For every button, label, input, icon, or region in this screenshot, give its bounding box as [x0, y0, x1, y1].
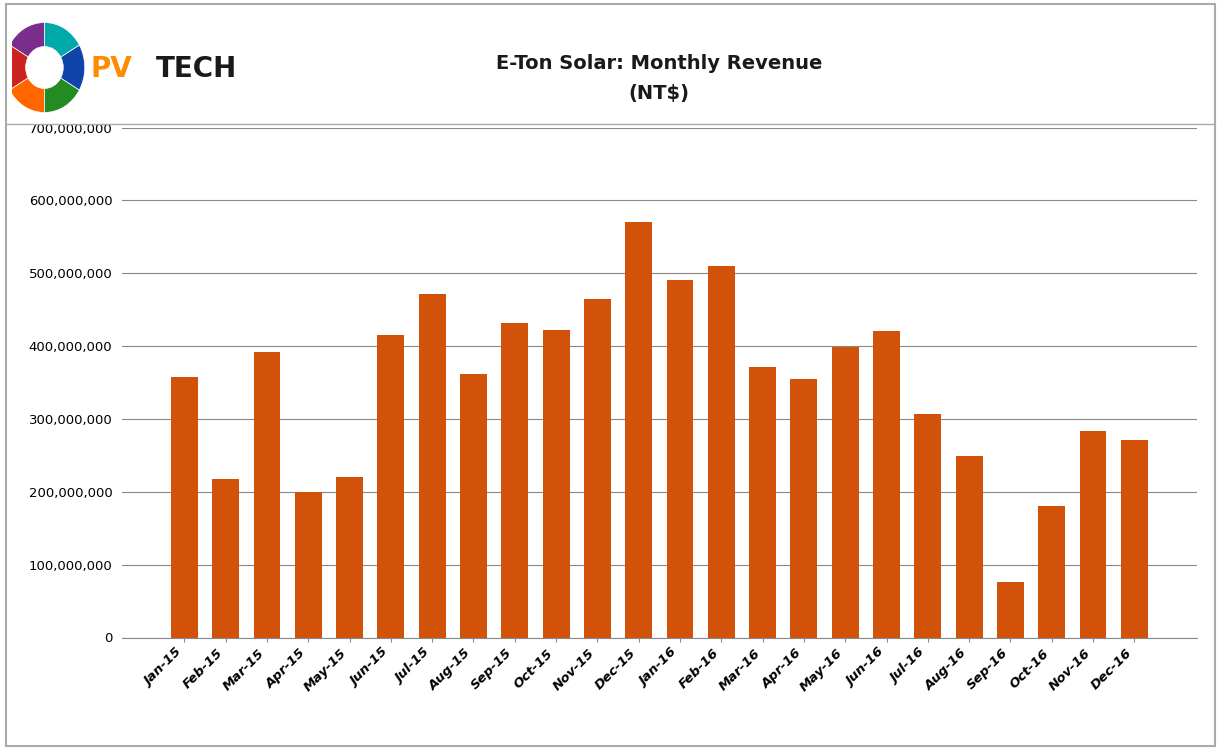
Text: PV: PV	[90, 55, 132, 83]
Bar	[708, 266, 735, 638]
Text: TECH: TECH	[156, 55, 237, 83]
Bar	[998, 582, 1024, 638]
Bar	[832, 346, 858, 638]
Wedge shape	[10, 22, 44, 57]
Text: (NT$): (NT$)	[629, 84, 690, 104]
Bar	[294, 492, 321, 638]
Bar	[1121, 440, 1148, 638]
Bar	[254, 352, 281, 638]
Wedge shape	[10, 78, 44, 112]
Wedge shape	[44, 78, 79, 112]
Bar	[873, 331, 900, 638]
Bar	[915, 414, 941, 638]
Bar	[790, 379, 817, 638]
Wedge shape	[4, 45, 28, 90]
Bar	[1038, 506, 1065, 638]
Bar	[542, 330, 569, 638]
Bar	[625, 222, 652, 638]
Wedge shape	[44, 22, 79, 57]
Bar	[419, 294, 446, 638]
Bar	[502, 322, 529, 638]
Bar	[460, 374, 487, 638]
Text: E-Ton Solar: Monthly Revenue: E-Ton Solar: Monthly Revenue	[496, 54, 823, 74]
Bar	[667, 280, 694, 638]
Bar	[956, 456, 983, 638]
Wedge shape	[61, 45, 84, 90]
Bar	[336, 477, 363, 638]
Bar	[584, 299, 610, 638]
Bar	[1079, 430, 1106, 638]
Bar	[171, 377, 198, 638]
Bar	[212, 478, 239, 638]
Bar	[750, 368, 777, 638]
Bar	[377, 335, 404, 638]
